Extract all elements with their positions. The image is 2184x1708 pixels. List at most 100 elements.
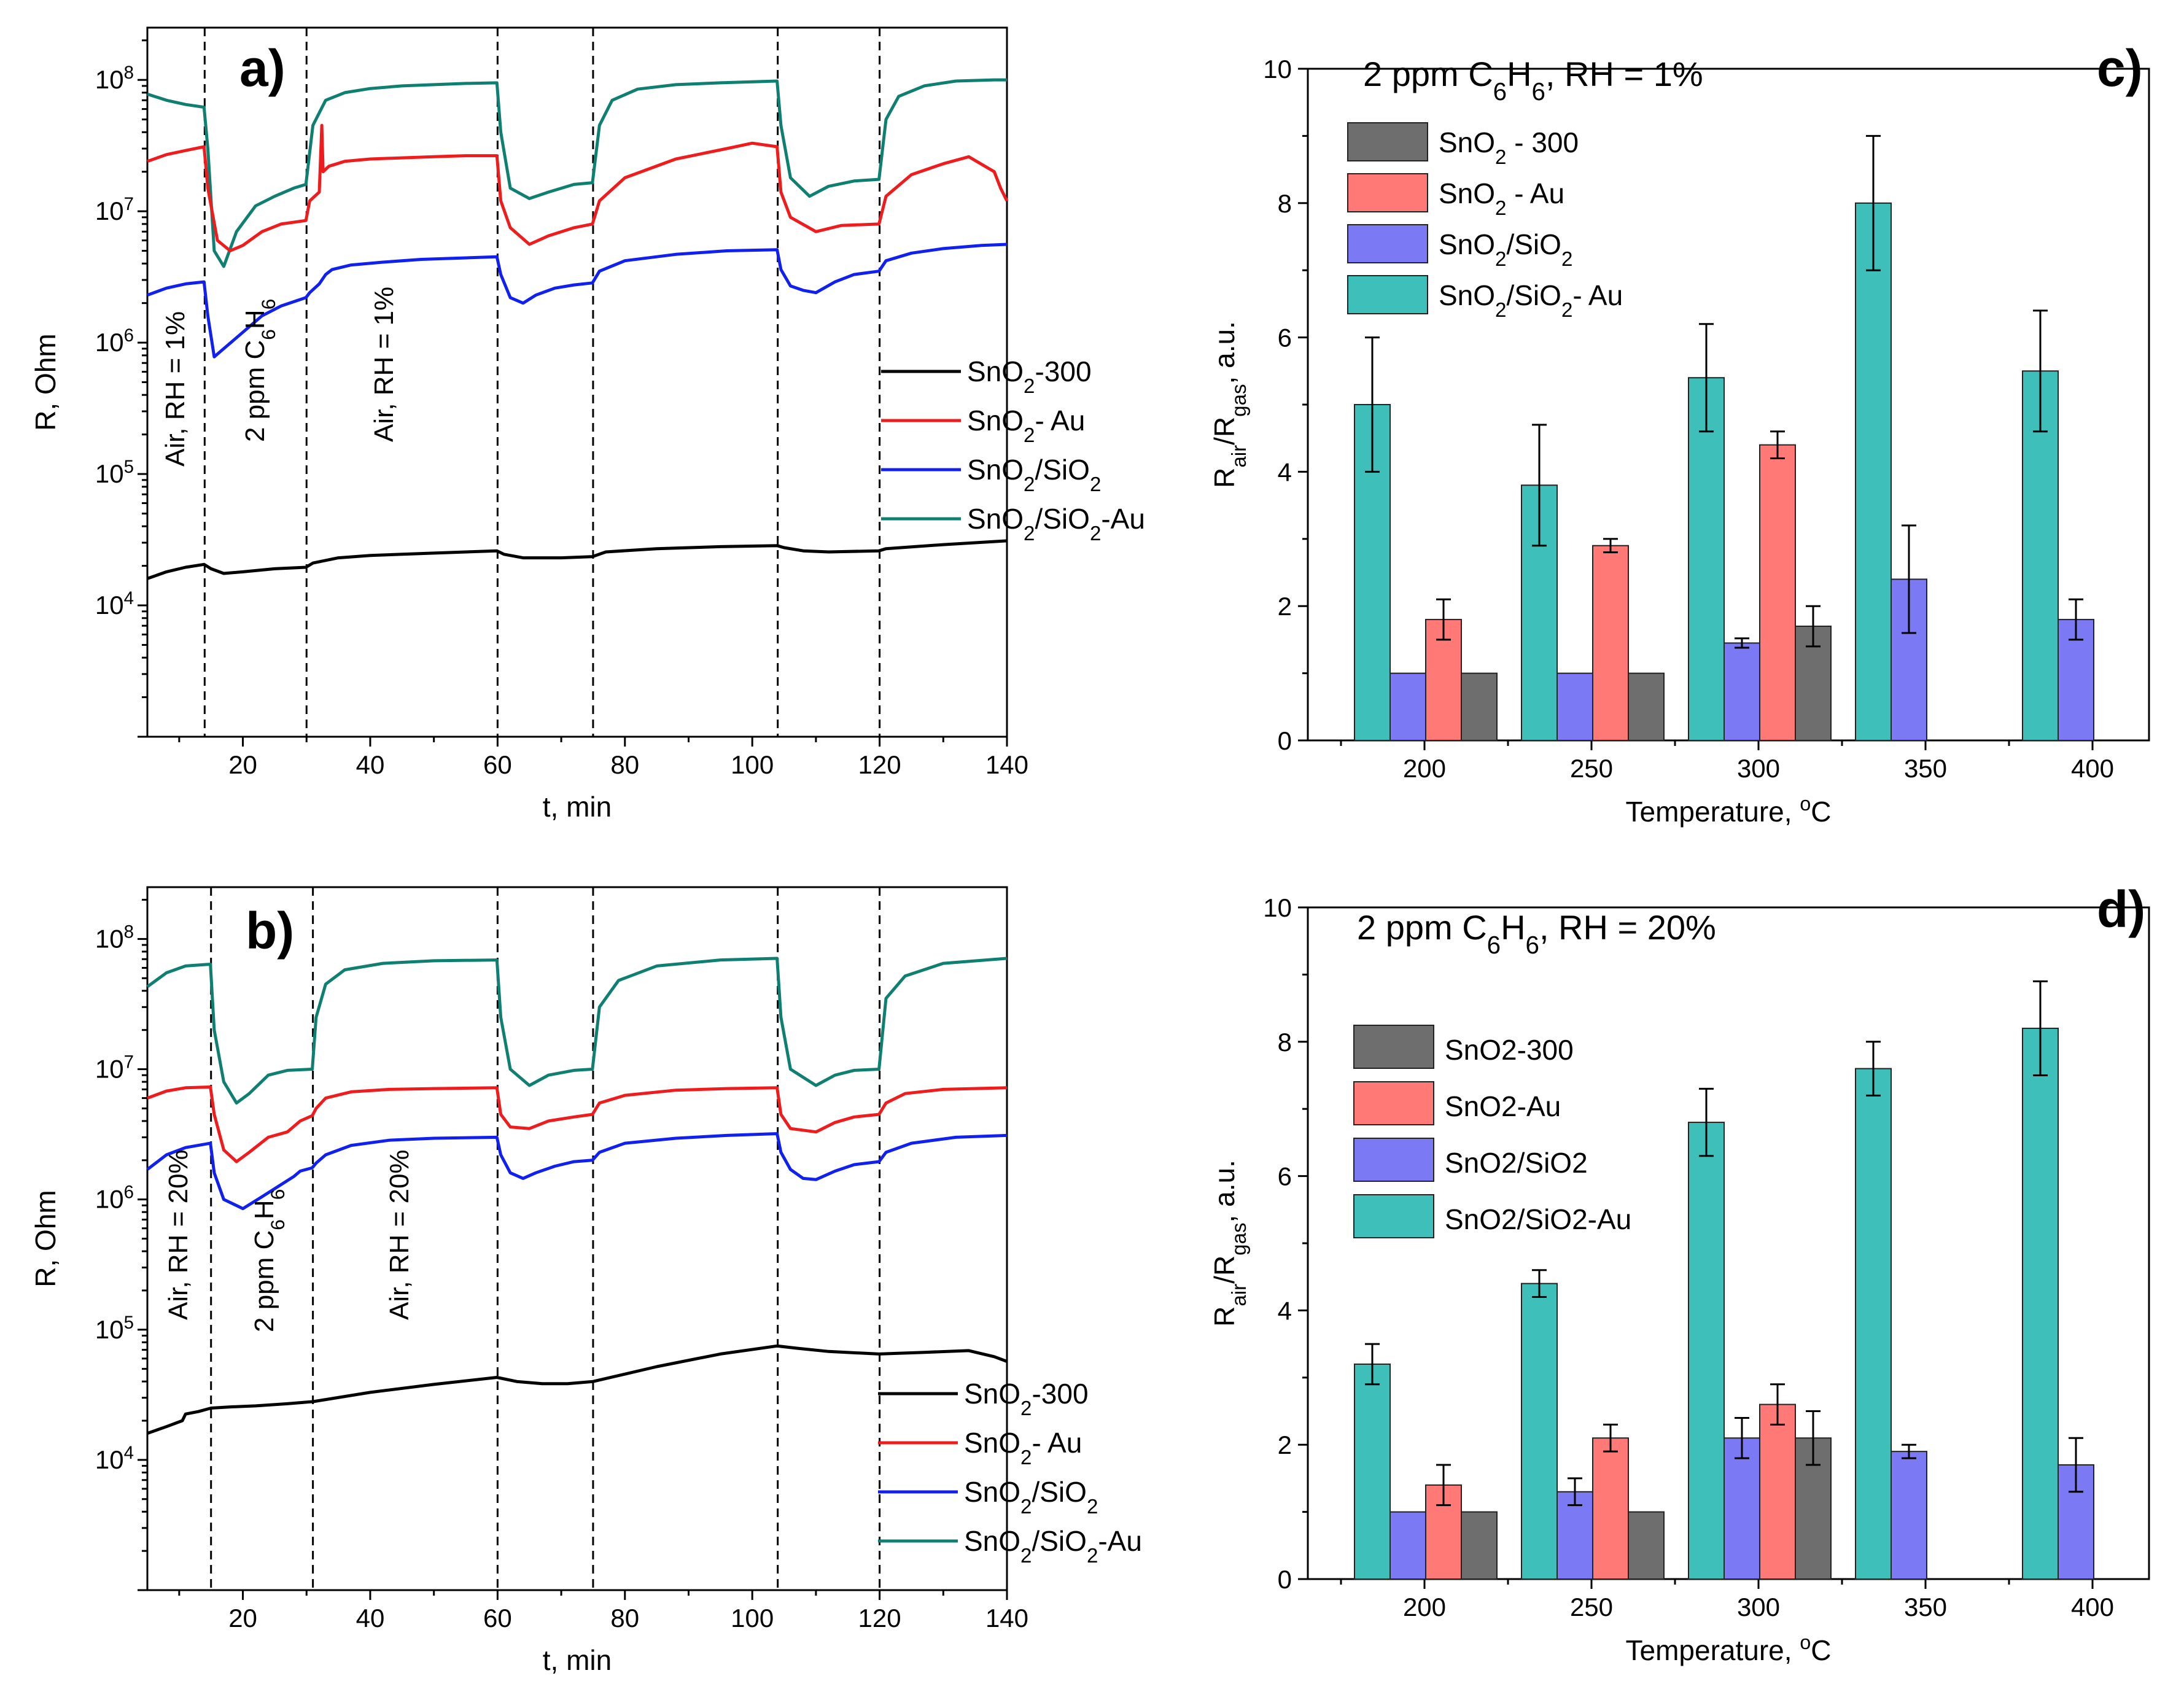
bar-sno2-sio2-au [1521, 1283, 1558, 1580]
condition-annotation: Air, RH = 20% [384, 1149, 414, 1320]
series-line-sno2-sio2-au [147, 78, 1007, 268]
x-tick-label: 350 [1904, 1593, 1947, 1621]
legend-label: SnO2- Au [964, 1427, 1082, 1469]
legend-swatch [1347, 275, 1428, 314]
x-tick-label: 140 [985, 750, 1028, 779]
x-tick-label: 100 [731, 750, 774, 779]
x-tick-label: 80 [610, 750, 639, 779]
bar-sno2-300 [1628, 1511, 1665, 1580]
x-tick-label: 40 [356, 750, 385, 779]
y-tick-label: 105 [95, 1312, 134, 1344]
x-tick-label: 250 [1570, 754, 1613, 783]
condition-annotation: 2 ppm C6H6 [240, 299, 279, 442]
y-tick-label: 108 [95, 922, 134, 953]
condition-title: 2 ppm C6H6, RH = 20% [1357, 908, 1716, 959]
y-tick-label: 2 [1278, 592, 1292, 621]
y-tick-label: 105 [95, 457, 134, 489]
y-tick-label: 107 [95, 1052, 134, 1084]
legend-swatch [1353, 1025, 1434, 1069]
legend-label: SnO2/SiO2- Au [1439, 279, 1623, 322]
y-tick-label: 6 [1278, 324, 1292, 352]
series-line-sno2-au [147, 123, 1009, 252]
panel-c: 0 2 4 6 8 10 200 250 300 350 400 2 ppm C6H6, RH = 1… [1208, 39, 2150, 828]
x-axis-title: Temperature, oC [1626, 793, 1832, 828]
bar-sno2-sio2 [1723, 1437, 1760, 1580]
legend-swatch [1353, 1081, 1434, 1125]
bar-sno2-sio2 [1891, 578, 1927, 741]
condition-annotation: Air, RH = 1% [369, 287, 399, 442]
x-tick-label: 120 [858, 1604, 901, 1632]
x-tick-label: 300 [1737, 754, 1780, 783]
y-tick-label: 0 [1278, 726, 1292, 755]
legend-label: SnO2/SiO2-Au [1445, 1203, 1631, 1235]
bar-sno2-sio2-au [2022, 1027, 2059, 1580]
y-tick-label: 10 [1263, 893, 1292, 922]
legend-label: SnO2- Au [967, 405, 1085, 447]
y-tick-label: 8 [1278, 1028, 1292, 1057]
series-line-sno2-au [147, 1085, 1008, 1163]
x-tick-label: 120 [858, 750, 901, 779]
bar-sno2-au [1759, 444, 1796, 741]
x-tick-label: 300 [1737, 1593, 1780, 1621]
x-tick-label: 20 [228, 1604, 257, 1632]
panel-label: a) [239, 39, 286, 97]
y-tick-label: 4 [1278, 1296, 1292, 1325]
x-tick-label: 40 [356, 1604, 385, 1632]
y-tick-label: 108 [95, 63, 134, 95]
x-axis-title: t, min [543, 1644, 612, 1676]
x-tick-label: 200 [1403, 754, 1446, 783]
legend-label: SnO2-300 [967, 355, 1092, 398]
x-tick-label: 400 [2071, 1593, 2114, 1621]
legend-label: SnO2-300 [1445, 1034, 1574, 1066]
series-line-sno2-sio2-au [146, 957, 1008, 1105]
bar-sno2-sio2 [1556, 672, 1593, 741]
x-tick-label: 80 [610, 1604, 639, 1632]
bar-sno2-sio2 [1389, 672, 1426, 741]
bar-sno2-sio2-au [1688, 1122, 1725, 1580]
y-tick-label: 106 [95, 1182, 134, 1214]
legend-label: SnO2/SiO2-Au [964, 1525, 1142, 1567]
bar-sno2-sio2-au [1354, 1363, 1391, 1580]
legend-swatch [1347, 224, 1428, 263]
x-axis-title: t, min [543, 791, 612, 823]
y-axis-title: Rair/Rgas, a.u. [1208, 321, 1251, 488]
legend-label: SnO2/SiO2 [1439, 228, 1572, 271]
x-axis-title: Temperature, oC [1626, 1631, 1832, 1666]
y-tick-label: 104 [95, 1442, 134, 1474]
panel-label: d) [2097, 880, 2145, 938]
panel-d: 0 2 4 6 8 10 200 250 300 350 400 2 ppm C6H6, RH = 2… [1208, 880, 2150, 1666]
legend-label: SnO2/SiO2-Au [967, 503, 1145, 545]
legend-swatch [1353, 1194, 1434, 1238]
condition-annotation: Air, RH = 20% [163, 1149, 193, 1320]
x-tick-label: 20 [228, 750, 257, 779]
legend-label: SnO2 - Au [1439, 177, 1564, 220]
y-tick-label: 106 [95, 325, 134, 357]
y-tick-label: 8 [1278, 189, 1292, 218]
y-axis-title: R, Ohm [29, 1190, 61, 1287]
x-tick-label: 400 [2071, 754, 2114, 783]
y-tick-label: 2 [1278, 1430, 1292, 1459]
bar-sno2-sio2 [1556, 1491, 1593, 1580]
condition-title: 2 ppm C6H6, RH = 1% [1363, 55, 1703, 106]
legend-label: SnO2/SiO2 [964, 1476, 1098, 1518]
series-line-sno2-300 [147, 539, 1008, 580]
legend-label: SnO2-Au [1445, 1090, 1561, 1122]
x-tick-label: 60 [483, 750, 512, 779]
series-line-sno2-sio2 [147, 243, 1008, 359]
bar-sno2-au [1592, 545, 1629, 741]
bar-sno2-sio2-au [2022, 370, 2059, 741]
x-tick-label: 100 [731, 1604, 774, 1632]
y-axis-title: R, Ohm [29, 333, 61, 430]
x-tick-label: 60 [483, 1604, 512, 1632]
bar-sno2-sio2 [1891, 1451, 1927, 1580]
bar-sno2-sio2 [1723, 642, 1760, 741]
x-tick-label: 140 [985, 1604, 1028, 1632]
panel-label: b) [246, 902, 294, 960]
x-tick-label: 200 [1403, 1593, 1446, 1621]
condition-annotation: Air, RH = 1% [160, 311, 190, 467]
panel-b: 20 40 60 80 100 120 140 104 105 106 107 108 t, min R,… [29, 886, 1142, 1676]
legend-swatch [1347, 122, 1428, 161]
legend-label: SnO2 - 300 [1439, 126, 1579, 169]
bar-sno2-sio2-au [1855, 202, 1892, 741]
legend-swatch [1353, 1138, 1434, 1182]
